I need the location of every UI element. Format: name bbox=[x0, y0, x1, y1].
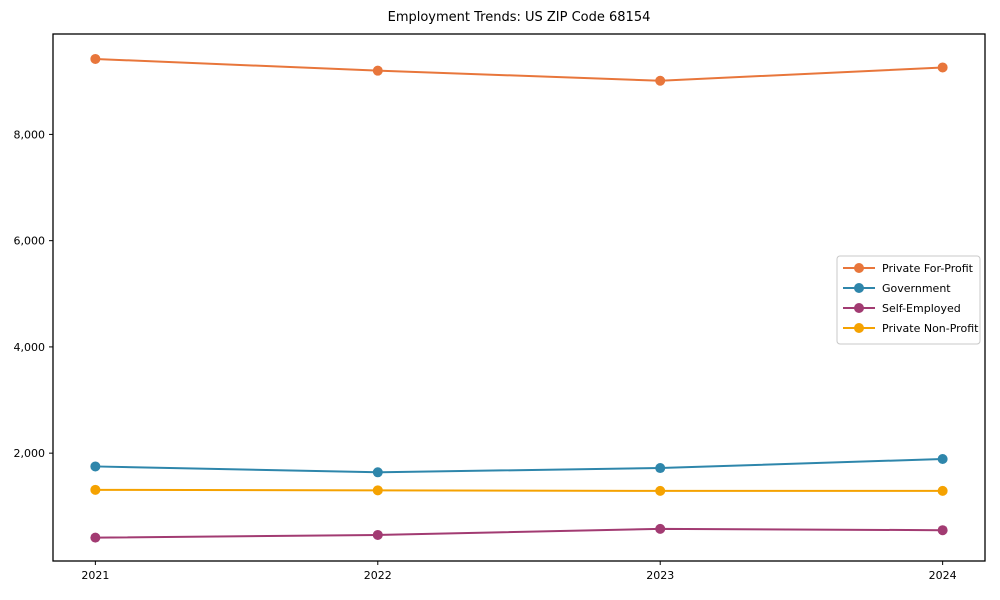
y-tick-label: 4,000 bbox=[14, 341, 46, 354]
series-line bbox=[95, 488, 943, 492]
legend-entry: Self-Employed bbox=[843, 302, 961, 315]
data-point-marker bbox=[372, 485, 383, 496]
series-line bbox=[95, 57, 943, 82]
data-point-marker bbox=[937, 485, 948, 496]
x-tick-label: 2021 bbox=[81, 569, 109, 582]
data-point-marker bbox=[90, 532, 101, 543]
x-tick-label: 2024 bbox=[929, 569, 957, 582]
series-private-for-profit bbox=[90, 53, 948, 86]
legend-label: Private For-Profit bbox=[882, 262, 974, 275]
x-tick-label: 2023 bbox=[646, 569, 674, 582]
x-tick-label: 2022 bbox=[364, 569, 392, 582]
series-private-non-profit bbox=[90, 484, 948, 496]
plot-frame bbox=[52, 33, 986, 562]
data-point-marker bbox=[937, 62, 948, 73]
y-tick-label: 6,000 bbox=[14, 235, 46, 248]
data-point-marker bbox=[372, 467, 383, 478]
x-axis: 2021 2022 2023 2024 bbox=[81, 561, 957, 582]
legend-entry: Private For-Profit bbox=[843, 262, 974, 275]
legend-entry: Private Non-Profit bbox=[843, 322, 979, 335]
legend-marker bbox=[854, 323, 864, 333]
series-government bbox=[90, 454, 948, 478]
data-point-marker bbox=[937, 525, 948, 536]
legend-label: Self-Employed bbox=[882, 302, 961, 315]
legend-marker bbox=[854, 263, 864, 273]
data-point-marker bbox=[372, 65, 383, 76]
chart-title: Employment Trends: US ZIP Code 68154 bbox=[387, 10, 651, 25]
legend-label: Private Non-Profit bbox=[882, 322, 979, 335]
data-point-marker bbox=[937, 454, 948, 464]
series-self-employed bbox=[90, 523, 948, 543]
data-point-marker bbox=[90, 484, 101, 495]
legend-marker bbox=[854, 303, 864, 313]
y-tick-label: 2,000 bbox=[14, 447, 46, 460]
y-axis: 2,000 4,000 6,000 8,000 bbox=[14, 128, 53, 460]
legend: Private For-Profit Government Self-Employe… bbox=[836, 255, 981, 345]
legend-label: Government bbox=[882, 282, 951, 295]
y-tick-label: 8,000 bbox=[14, 128, 46, 141]
data-point-marker bbox=[372, 529, 383, 540]
data-point-marker bbox=[90, 53, 101, 64]
series-line bbox=[95, 458, 943, 474]
data-point-marker bbox=[655, 463, 666, 474]
data-point-marker bbox=[655, 523, 666, 534]
legend-entry: Government bbox=[843, 282, 951, 295]
data-point-marker bbox=[655, 485, 666, 496]
data-point-marker bbox=[655, 75, 666, 86]
data-point-marker bbox=[90, 461, 101, 472]
series-line bbox=[95, 527, 943, 539]
legend-marker bbox=[854, 283, 864, 293]
legend-box bbox=[836, 255, 981, 345]
